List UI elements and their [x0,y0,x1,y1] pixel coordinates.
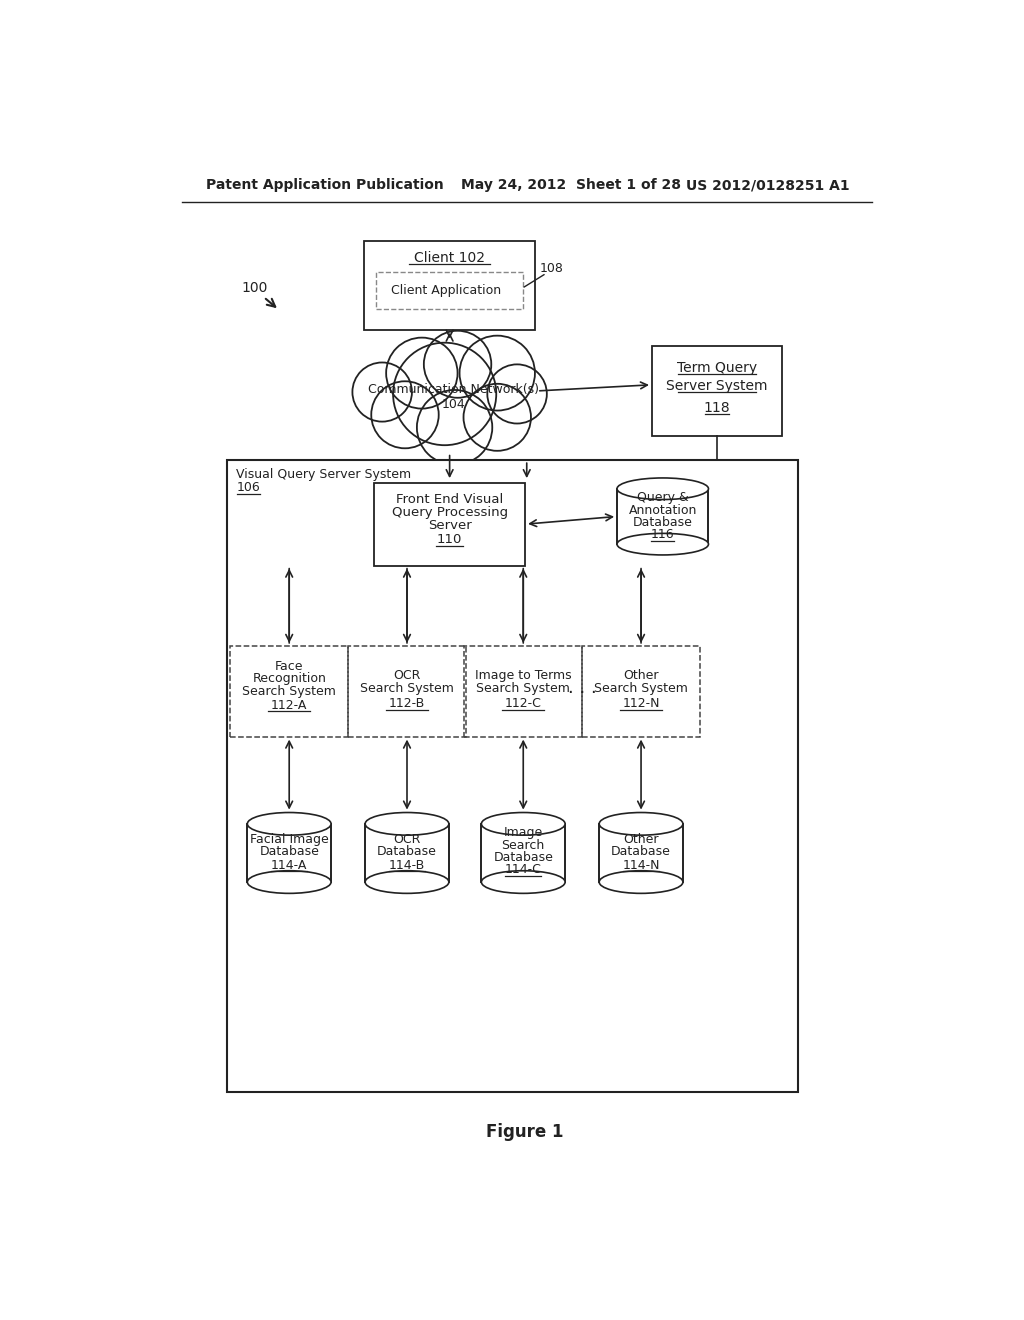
FancyBboxPatch shape [374,483,525,566]
FancyBboxPatch shape [481,824,565,882]
Text: Search System: Search System [476,681,570,694]
Text: Image: Image [504,826,543,840]
Ellipse shape [366,813,449,836]
Text: 114-N: 114-N [623,859,659,871]
Text: 110: 110 [437,533,462,546]
Text: Patent Application Publication: Patent Application Publication [206,178,443,193]
Text: 100: 100 [241,281,267,294]
Text: Other: Other [624,669,658,682]
Text: 118: 118 [703,401,730,414]
Text: Database: Database [259,845,319,858]
Text: 112-N: 112-N [623,697,659,710]
Circle shape [424,331,492,397]
Circle shape [386,338,458,409]
Text: 112-A: 112-A [271,698,307,711]
Circle shape [487,364,547,424]
Text: 112-C: 112-C [505,697,542,710]
Text: Database: Database [377,845,437,858]
Text: Client 102: Client 102 [414,251,485,265]
Circle shape [393,343,497,445]
Ellipse shape [481,813,565,836]
Text: Client Application: Client Application [391,284,501,297]
Text: 116: 116 [651,528,675,541]
Ellipse shape [248,871,331,894]
Circle shape [464,384,531,451]
Text: Search System: Search System [360,681,454,694]
Ellipse shape [481,871,565,894]
Text: 114-A: 114-A [271,859,307,871]
Text: US 2012/0128251 A1: US 2012/0128251 A1 [686,178,850,193]
FancyBboxPatch shape [248,824,331,882]
Text: Search: Search [502,838,545,851]
FancyBboxPatch shape [617,488,709,544]
Text: 114-B: 114-B [389,859,425,871]
Text: Other: Other [624,833,658,846]
Text: May 24, 2012  Sheet 1 of 28: May 24, 2012 Sheet 1 of 28 [461,178,681,193]
Text: OCR: OCR [393,833,421,846]
Text: 106: 106 [237,482,260,495]
Text: Visual Query Server System: Visual Query Server System [237,467,412,480]
Text: 114-C: 114-C [505,863,542,876]
Ellipse shape [599,871,683,894]
Text: Image to Terms: Image to Terms [475,669,571,682]
Text: Database: Database [494,851,553,865]
Text: Figure 1: Figure 1 [486,1123,563,1142]
Text: 108: 108 [540,261,564,275]
Ellipse shape [617,533,709,554]
Ellipse shape [366,871,449,894]
Text: Front End Visual: Front End Visual [396,492,503,506]
Text: Query &: Query & [637,491,688,504]
Text: . . .: . . . [567,680,597,697]
FancyBboxPatch shape [227,461,798,1092]
Circle shape [417,389,493,465]
Ellipse shape [617,478,709,499]
Text: Database: Database [633,516,692,529]
Text: Server: Server [428,519,471,532]
Text: Search System: Search System [594,681,688,694]
Text: Server System: Server System [667,379,768,392]
Text: Query Processing: Query Processing [391,506,508,519]
Text: 112-B: 112-B [389,697,425,710]
Text: Facial Image: Facial Image [250,833,329,846]
Text: Search System: Search System [243,685,336,698]
Text: OCR: OCR [393,669,421,682]
Text: Recognition: Recognition [252,672,326,685]
Circle shape [460,335,535,411]
FancyBboxPatch shape [652,346,782,437]
Text: Annotation: Annotation [629,504,697,517]
Text: Term Query: Term Query [677,360,757,375]
Text: Database: Database [611,845,671,858]
Text: Face: Face [275,660,303,673]
Ellipse shape [248,813,331,836]
Text: Communication Network(s): Communication Network(s) [368,383,539,396]
Text: 104: 104 [441,399,465,412]
FancyBboxPatch shape [366,824,449,882]
Circle shape [372,381,438,449]
Ellipse shape [599,813,683,836]
FancyBboxPatch shape [599,824,683,882]
FancyBboxPatch shape [365,242,535,330]
Circle shape [352,363,412,421]
